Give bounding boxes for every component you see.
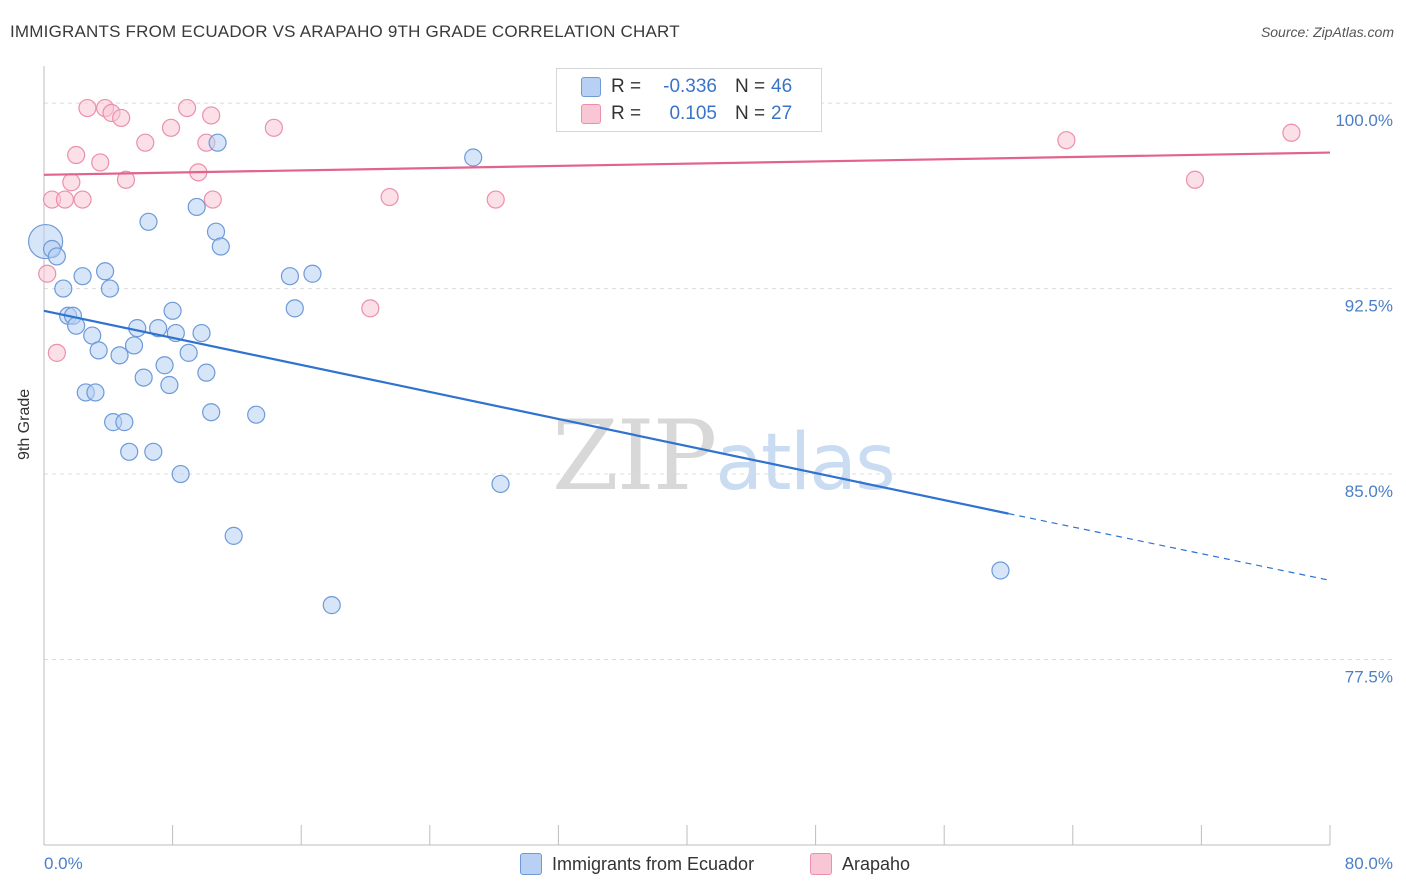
arapaho-point [1282,123,1301,142]
ecuador-point [124,336,144,355]
y-tick-label: 85.0% [1345,482,1393,501]
legend-swatch-ecuador [520,853,542,875]
ecuador-point [47,247,66,266]
ecuador-point [211,237,230,256]
ecuador-point [224,526,243,545]
ecuador-point [192,323,211,343]
trend-lines [43,151,1331,581]
arapaho-point [177,98,197,118]
legend-n-label: N = [735,103,766,124]
arapaho-point [67,145,86,165]
stats-legend: R = -0.336 N = 46 R = 0.105 N = 27 [556,68,822,132]
legend-r-value: 0.105 [669,103,717,124]
legend-swatch-ecuador [581,77,601,97]
arapaho-point [62,173,81,192]
arapaho-point [380,187,399,207]
ecuador-point [464,148,483,167]
ecuador-point [139,212,158,231]
legend-row-arapaho: R = 0.105 N = 27 [581,102,792,126]
ecuador-point [155,356,174,375]
ecuador-trend-line [43,309,1009,515]
ecuador-point [134,368,153,387]
data-points [28,98,1301,615]
ecuador-point [991,561,1010,580]
arapaho-point [202,106,221,125]
arapaho-point [47,343,66,362]
ecuador-trend-extension [1008,513,1331,581]
legend-r-label: R = [611,103,642,124]
y-tick-label: 92.5% [1345,297,1393,316]
arapaho-trend-line [43,151,1331,176]
legend-swatch-arapaho [581,104,601,124]
arapaho-point [112,108,131,128]
ecuador-point [202,403,221,422]
legend-n-value: 27 [771,103,793,124]
ecuador-point [285,299,304,318]
legend-item-ecuador: Immigrants from Ecuador [520,852,754,876]
ecuador-point [54,279,73,298]
chart-title: IMMIGRANTS FROM ECUADOR VS ARAPAHO 9TH G… [10,22,680,41]
y-tick-label: 100.0% [1335,111,1393,130]
arapaho-point [264,118,283,137]
x-tick-label: 0.0% [44,854,83,873]
ecuador-point [187,197,206,217]
ecuador-point [89,341,108,360]
ecuador-point [149,319,168,338]
ecuador-point [197,363,216,382]
ecuador-point [144,442,163,461]
legend-r-value: -0.336 [663,76,717,97]
arapaho-point [78,98,97,118]
legend-item-arapaho: Arapaho [810,852,910,876]
arapaho-point [486,190,505,209]
ecuador-point [120,442,139,461]
ecuador-point [171,464,190,484]
ecuador-point [280,267,300,286]
arapaho-point [161,118,181,137]
ecuador-point [303,264,322,283]
arapaho-point [1185,170,1205,189]
ecuador-point [208,133,227,152]
ecuador-point [100,279,120,298]
ecuador-point [95,262,115,281]
ecuador-point [115,413,134,432]
ecuador-point [322,596,341,615]
arapaho-point [136,133,155,152]
legend-n-label: N = [735,76,766,97]
y-tick-label: 77.5% [1345,668,1393,687]
legend-n-value: 46 [771,76,793,97]
ecuador-point [491,474,510,494]
arapaho-point [73,190,92,209]
arapaho-point [55,190,74,209]
axes [43,66,1331,846]
arapaho-point [38,264,57,283]
ecuador-point [73,267,92,286]
source-label: Source: ZipAtlas.com [1260,24,1394,40]
x-tick-label: 80.0% [1345,854,1393,873]
legend-row-ecuador: R = -0.336 N = 46 [581,75,792,99]
legend-label-ecuador: Immigrants from Ecuador [552,853,755,874]
arapaho-point [203,190,222,209]
ecuador-point [110,346,129,365]
legend-swatch-arapaho [810,853,832,875]
ecuador-point [163,301,182,320]
ecuador-point [86,383,105,402]
ecuador-point [179,343,198,362]
legend-r-label: R = [611,76,642,97]
arapaho-point [361,299,380,318]
arapaho-point [91,153,110,172]
ecuador-point [247,405,266,424]
legend-label-arapaho: Arapaho [842,853,911,874]
arapaho-point [116,170,136,189]
ecuador-point [160,375,179,395]
arapaho-point [1057,131,1076,150]
tick-labels: 100.0% 92.5% 85.0% 77.5% 0.0% 80.0% [44,111,1393,873]
